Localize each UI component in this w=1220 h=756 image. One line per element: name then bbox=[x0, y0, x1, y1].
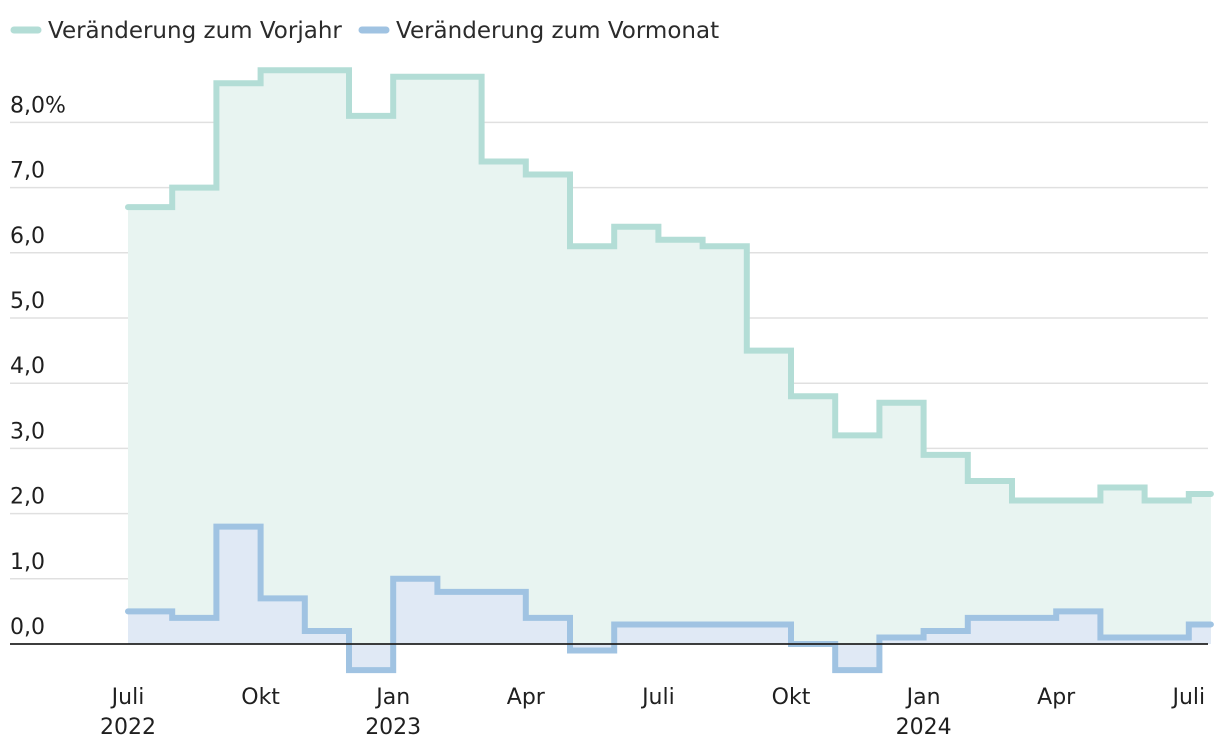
x-tick-label: Apr bbox=[1037, 685, 1076, 710]
x-tick-label: Okt bbox=[772, 685, 811, 710]
x-axis-labels: Juli 2022 Okt Jan 2023 Apr Juli Okt Jan 2024 Apr Ju… bbox=[100, 685, 1205, 740]
x-tick-label: Jan bbox=[905, 685, 941, 710]
legend-item-vorjahr: Veränderung zum Vorjahr bbox=[10, 18, 342, 44]
y-tick-label: 5,0 bbox=[10, 289, 45, 314]
series-lines bbox=[125, 67, 1214, 674]
y-tick-label: 3,0 bbox=[10, 419, 45, 444]
legend-label-vormonat: Veränderung zum Vormonat bbox=[396, 18, 719, 44]
y-tick-label: 1,0 bbox=[10, 550, 45, 575]
y-tick-label: 2,0 bbox=[10, 485, 45, 510]
x-tick-label: Juli bbox=[110, 685, 145, 710]
y-tick-label: 4,0 bbox=[10, 354, 45, 379]
x-tick-label: Juli bbox=[1170, 685, 1205, 710]
legend-item-vormonat: Veränderung zum Vormonat bbox=[358, 18, 719, 44]
series-area-1 bbox=[128, 526, 1211, 671]
legend: Veränderung zum Vorjahr Veränderung zum … bbox=[10, 18, 719, 44]
series-area-0 bbox=[128, 70, 1211, 645]
y-axis-labels: 0,0 1,0 2,0 3,0 4,0 5,0 6,0 7,0 8,0% bbox=[10, 93, 66, 640]
legend-label-vorjahr: Veränderung zum Vorjahr bbox=[48, 18, 342, 44]
x-tick-label: Apr bbox=[507, 685, 546, 710]
y-tick-label: 6,0 bbox=[10, 224, 45, 249]
series-line-0 bbox=[125, 67, 1214, 504]
x-tick-label: Okt bbox=[241, 685, 280, 710]
x-tick-year-label: 2023 bbox=[365, 715, 421, 740]
x-tick-year-label: 2022 bbox=[100, 715, 156, 740]
y-tick-label: 8,0% bbox=[10, 93, 66, 118]
series-areas bbox=[128, 70, 1211, 671]
y-tick-label: 0,0 bbox=[10, 615, 45, 640]
x-tick-year-label: 2024 bbox=[896, 715, 952, 740]
y-tick-label: 7,0 bbox=[10, 159, 45, 184]
x-tick-label: Juli bbox=[640, 685, 675, 710]
x-tick-label: Jan bbox=[374, 685, 410, 710]
series-line-1 bbox=[125, 523, 1214, 674]
